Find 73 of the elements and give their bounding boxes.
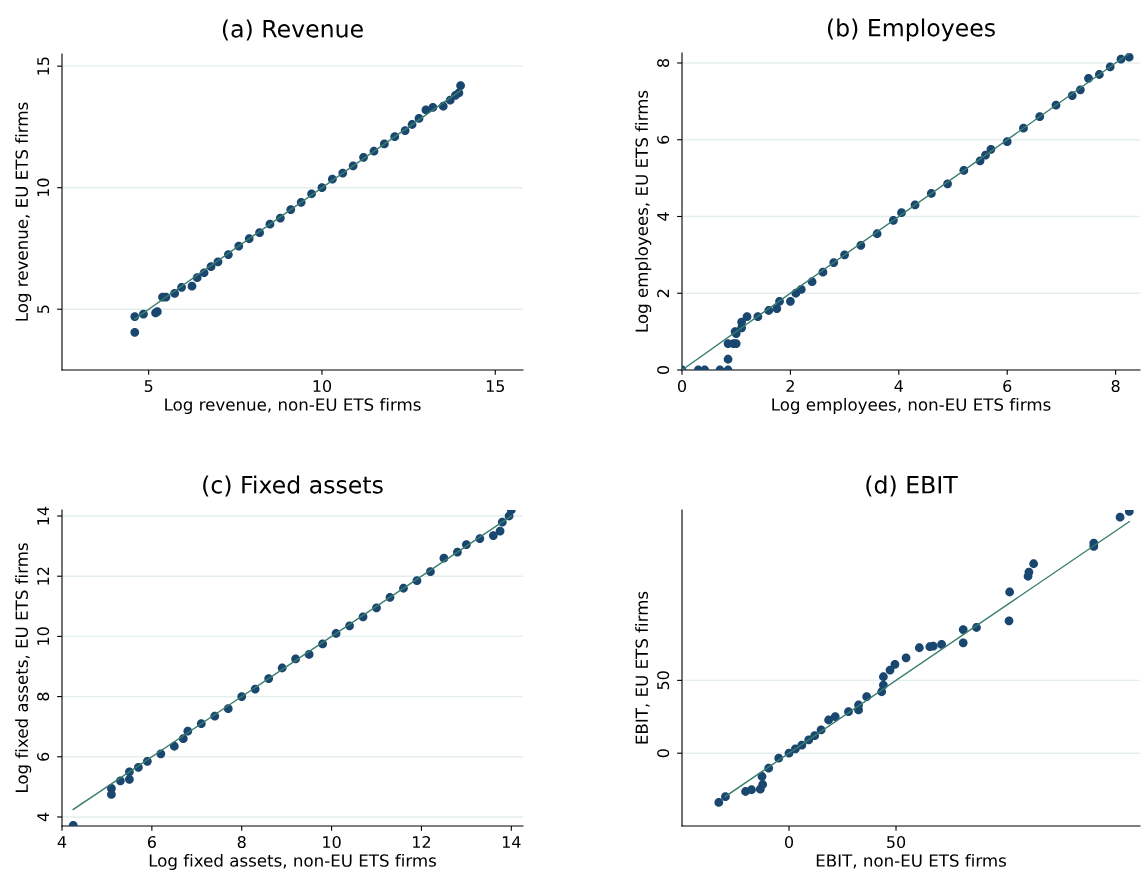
y-tick-label: 10 bbox=[37, 178, 50, 197]
point bbox=[1029, 559, 1039, 569]
x-tick-label: 15 bbox=[486, 380, 505, 393]
x-tick-label: 0 bbox=[677, 380, 687, 393]
x-tick-label: 12 bbox=[413, 836, 431, 848]
point bbox=[830, 712, 840, 722]
y-axis-title: EBIT, EU ETS firms bbox=[635, 591, 650, 744]
y-tick-label: 50 bbox=[657, 671, 670, 690]
point bbox=[723, 354, 733, 364]
y-tick-label: 0 bbox=[657, 749, 670, 758]
x-tick-label: 6 bbox=[1003, 380, 1012, 393]
y-tick-label: 8 bbox=[37, 692, 50, 701]
x-tick-label: 4 bbox=[894, 380, 903, 392]
y-tick-label: 4 bbox=[37, 812, 49, 822]
y-tick-label: 8 bbox=[657, 58, 670, 67]
x-axis-title: EBIT, non-EU ETS firms bbox=[816, 853, 1006, 869]
point bbox=[758, 780, 768, 789]
point bbox=[879, 672, 888, 682]
x-tick-label: 8 bbox=[237, 836, 246, 849]
chart-title: (b) Employees bbox=[827, 18, 995, 42]
point bbox=[125, 774, 134, 784]
point bbox=[742, 312, 752, 322]
point bbox=[914, 643, 924, 653]
point bbox=[786, 296, 795, 306]
point bbox=[958, 638, 968, 648]
point bbox=[1005, 587, 1015, 597]
point bbox=[1004, 616, 1014, 626]
point bbox=[495, 526, 505, 536]
point bbox=[107, 790, 116, 799]
x-tick-label: 14 bbox=[502, 836, 521, 848]
y-axis-title: Log fixed assets, EU ETS firms bbox=[15, 543, 32, 792]
point bbox=[747, 785, 756, 795]
x-tick-label: 4 bbox=[57, 836, 67, 848]
chart-title: (d) EBIT bbox=[866, 475, 958, 497]
point bbox=[937, 640, 946, 649]
x-axis-title: Log revenue, non-EU ETS firms bbox=[165, 397, 421, 415]
point bbox=[187, 281, 197, 291]
y-axis-title: Log employees, EU ETS firms bbox=[635, 90, 652, 332]
x-tick-label: 5 bbox=[144, 380, 153, 393]
point bbox=[824, 715, 833, 725]
point bbox=[772, 304, 782, 313]
chart-title: (a) Revenue bbox=[222, 19, 363, 41]
y-axis-title: Log revenue, EU ETS firms bbox=[15, 102, 32, 321]
point bbox=[1115, 512, 1125, 522]
y-tick-label: 14 bbox=[37, 506, 49, 525]
y-tick-label: 15 bbox=[37, 57, 50, 75]
chart-title: (c) Fixed assets bbox=[203, 475, 383, 497]
point bbox=[958, 625, 968, 634]
x-tick-label: 8 bbox=[1111, 380, 1120, 393]
y-tick-label: 5 bbox=[37, 305, 50, 314]
x-axis-title: Log fixed assets, non-EU ETS firms bbox=[149, 853, 436, 871]
y-tick-label: 6 bbox=[657, 135, 670, 144]
y-tick-label: 0 bbox=[657, 365, 670, 375]
point bbox=[721, 792, 730, 802]
point bbox=[757, 772, 767, 781]
x-tick-label: 50 bbox=[887, 836, 906, 849]
x-tick-label: 0 bbox=[784, 836, 794, 849]
point bbox=[901, 653, 911, 663]
point bbox=[456, 81, 465, 90]
point bbox=[130, 327, 140, 337]
x-tick-label: 6 bbox=[147, 836, 156, 849]
x-axis-title: Log employees, non-EU ETS firms bbox=[772, 397, 1051, 415]
x-tick-label: 2 bbox=[786, 380, 794, 392]
y-tick-label: 10 bbox=[37, 627, 50, 645]
y-tick-label: 12 bbox=[37, 567, 49, 585]
y-tick-label: 2 bbox=[657, 289, 669, 298]
y-tick-label: 4 bbox=[657, 212, 669, 221]
y-tick-label: 6 bbox=[37, 752, 50, 761]
x-tick-label: 10 bbox=[323, 836, 341, 849]
point bbox=[488, 531, 498, 540]
point bbox=[890, 659, 900, 669]
x-tick-label: 10 bbox=[313, 380, 332, 393]
point bbox=[714, 798, 724, 807]
